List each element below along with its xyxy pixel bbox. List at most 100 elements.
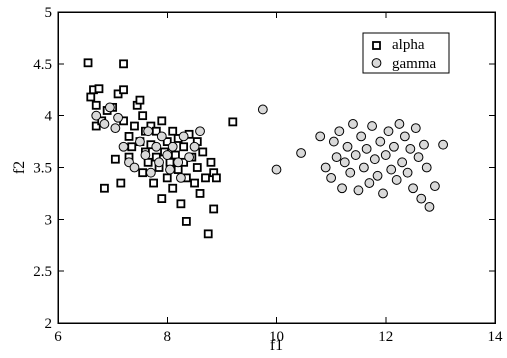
y-tick-label: 2.5 [33, 264, 52, 280]
gamma-point [413, 152, 424, 163]
gamma-point [143, 126, 154, 137]
gamma-point [408, 183, 418, 194]
gamma-point [91, 110, 102, 121]
gamma-point [397, 157, 408, 168]
gamma-point [359, 162, 369, 173]
gamma-point [391, 175, 402, 185]
gamma-point [372, 170, 383, 181]
gamma-point [369, 154, 380, 165]
gamma-point [167, 141, 178, 152]
alpha-point [86, 92, 96, 102]
gamma-point [118, 141, 129, 152]
gamma-point [315, 131, 326, 142]
gamma-point [162, 150, 173, 160]
y-tick-label: 3.5 [33, 161, 52, 177]
gamma-point [421, 162, 432, 173]
gamma-point [173, 157, 184, 168]
gamma-point [380, 150, 391, 160]
alpha-point [100, 183, 109, 193]
legend-alpha-label: alpha [392, 37, 425, 53]
gamma-point [331, 152, 342, 163]
y-tick-label: 2 [45, 316, 53, 332]
legend-gamma-label: gamma [392, 56, 436, 72]
gamma-point [334, 126, 345, 137]
alpha-point [138, 111, 148, 121]
x-tick-label: 8 [164, 329, 172, 345]
alpha-point [179, 142, 189, 152]
alpha-point [203, 229, 213, 239]
y-tick-label: 3 [45, 212, 53, 228]
alpha-point [116, 178, 126, 188]
x-tick-label: 12 [378, 329, 393, 345]
gamma-point [271, 164, 282, 175]
alpha-point [198, 147, 208, 157]
alpha-point [119, 85, 128, 95]
alpha-point [119, 59, 128, 69]
x-tick-label: 10 [269, 329, 284, 345]
x-tick-label: 6 [54, 329, 62, 345]
gamma-point [386, 164, 397, 175]
gamma-point [348, 119, 358, 129]
y-tick-label: 4 [45, 109, 53, 125]
x-axis-title: f1 [270, 337, 283, 354]
gamma-point [353, 185, 364, 196]
gamma-point [430, 181, 440, 192]
alpha-point [168, 183, 178, 193]
gamma-point [151, 141, 162, 152]
alpha-point [206, 157, 216, 167]
alpha-point [124, 131, 134, 141]
gamma-point [394, 119, 405, 129]
gamma-point [416, 193, 427, 204]
gamma-point [356, 131, 367, 142]
gamma-point [378, 188, 388, 199]
gamma-point [178, 131, 189, 142]
alpha-point [190, 178, 199, 188]
alpha-point [91, 121, 101, 131]
x-tick-label: 14 [488, 329, 504, 345]
alpha-point [195, 189, 205, 198]
alpha-point [91, 100, 101, 110]
gamma-point [135, 136, 145, 147]
y-axis-title: f2 [11, 161, 28, 174]
gamma-point [389, 141, 399, 152]
alpha-point [212, 173, 221, 183]
gamma-point [129, 162, 140, 173]
gamma-point [195, 126, 205, 137]
gamma-point [176, 172, 186, 183]
alpha-point [94, 84, 104, 94]
gamma-point [326, 172, 337, 183]
gamma-point [419, 139, 429, 150]
gamma-point [405, 143, 416, 154]
alpha-point [162, 173, 172, 183]
y-tick-label: 4.5 [33, 57, 52, 73]
alpha-point [162, 137, 172, 146]
gamma-point [410, 123, 421, 134]
alpha-point [209, 204, 219, 214]
alpha-point [130, 121, 139, 131]
gamma-point [189, 141, 200, 152]
alpha-point [176, 199, 186, 209]
gamma-point [113, 112, 123, 123]
gamma-point [140, 150, 151, 160]
gamma-point [375, 136, 386, 147]
gamma-point [165, 164, 175, 175]
gamma-point [339, 157, 350, 168]
alpha-point [138, 168, 148, 178]
gamma-point [257, 104, 268, 115]
gamma-point [350, 150, 361, 160]
alpha-point [157, 194, 167, 204]
gamma-point [364, 178, 375, 188]
alpha-point [135, 95, 145, 105]
gamma-point [402, 167, 413, 178]
alpha-point [149, 178, 158, 188]
alpha-point [127, 142, 137, 152]
gamma-point [154, 157, 164, 168]
gamma-point [320, 162, 331, 173]
gamma-point [145, 167, 156, 178]
gamma-point [345, 167, 356, 178]
legend-alpha-marker [372, 41, 381, 50]
gamma-point [367, 121, 377, 131]
gamma-point [383, 126, 394, 137]
